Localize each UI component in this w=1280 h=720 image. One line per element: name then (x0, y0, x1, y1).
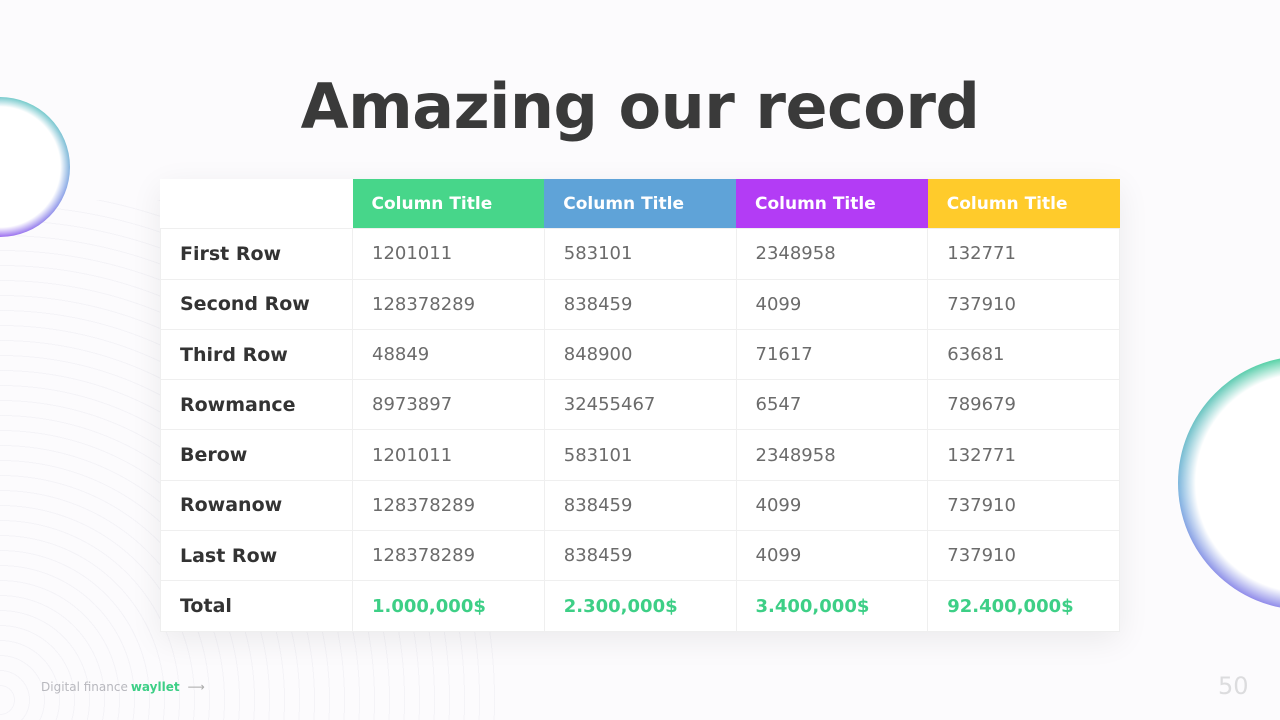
header-blank (160, 179, 353, 229)
column-header: Column Title (544, 179, 736, 229)
table-row: Last Row 128378289 838459 4099 737910 (160, 530, 1120, 582)
row-label: Last Row (160, 530, 353, 582)
record-table: Column Title Column Title Column Title Colu… (160, 179, 1120, 632)
total-cell: 92.400,000$ (927, 580, 1120, 632)
table-cell: 1201011 (352, 429, 545, 481)
table-cell: 789679 (927, 379, 1120, 431)
table-cell: 2348958 (735, 228, 929, 280)
table-cell: 4099 (735, 479, 929, 532)
column-header: Column Title (352, 179, 545, 229)
row-label: Rowanow (160, 479, 353, 532)
table-cell: 132771 (927, 228, 1120, 280)
footer-text: Digital finance (41, 680, 128, 694)
decorative-bubble-right (1178, 356, 1280, 610)
table-cell: 583101 (543, 429, 737, 481)
row-label: Third Row (160, 328, 353, 381)
table-cell: 63681 (927, 328, 1120, 381)
table-cell: 2348958 (735, 429, 929, 481)
total-row: Total 1.000,000$ 2.300,000$ 3.400,000$ 92.40… (160, 580, 1120, 632)
table-cell: 132771 (927, 429, 1120, 481)
total-cell: 3.400,000$ (735, 580, 929, 632)
table-cell: 737910 (927, 278, 1120, 330)
arrow-right-icon: ⟶ (187, 680, 205, 694)
table-row: Third Row 48849 848900 71617 63681 (160, 328, 1120, 381)
table-cell: 737910 (927, 530, 1120, 582)
page-number: 50 (1218, 672, 1249, 700)
row-label: Total (160, 580, 353, 632)
slide-title: Amazing our record (300, 70, 980, 143)
table-cell: 71617 (735, 328, 929, 381)
table-cell: 838459 (543, 479, 737, 532)
table-row: Second Row 128378289 838459 4099 737910 (160, 278, 1120, 330)
column-header: Column Title (927, 179, 1120, 229)
table-cell: 6547 (735, 379, 929, 431)
total-cell: 1.000,000$ (352, 580, 545, 632)
total-cell: 2.300,000$ (543, 580, 737, 632)
table-cell: 838459 (543, 530, 737, 582)
table-cell: 4099 (735, 530, 929, 582)
table-header-row: Column Title Column Title Column Title Colu… (160, 179, 1120, 229)
row-label: Berow (160, 429, 353, 481)
table-cell: 128378289 (352, 479, 545, 532)
column-header: Column Title (736, 179, 928, 229)
table-row: Berow 1201011 583101 2348958 132771 (160, 429, 1120, 481)
table-cell: 848900 (543, 328, 737, 381)
row-label: Second Row (160, 278, 353, 330)
table-cell: 737910 (927, 479, 1120, 532)
table-row: Rowanow 128378289 838459 4099 737910 (160, 479, 1120, 532)
table-cell: 583101 (543, 228, 737, 280)
table-cell: 128378289 (352, 278, 545, 330)
table-cell: 128378289 (352, 530, 545, 582)
footer: Digital finance wayllet ⟶ (41, 680, 205, 694)
table-cell: 32455467 (543, 379, 737, 431)
table-row: Rowmance 8973897 32455467 6547 789679 (160, 379, 1120, 431)
row-label: First Row (160, 228, 353, 280)
table-cell: 1201011 (352, 228, 545, 280)
row-label: Rowmance (160, 379, 353, 431)
footer-brand: wayllet (130, 680, 180, 694)
table-cell: 8973897 (352, 379, 545, 431)
table-row: First Row 1201011 583101 2348958 132771 (160, 228, 1120, 280)
table-cell: 838459 (543, 278, 737, 330)
table-cell: 48849 (352, 328, 545, 381)
table-cell: 4099 (735, 278, 929, 330)
